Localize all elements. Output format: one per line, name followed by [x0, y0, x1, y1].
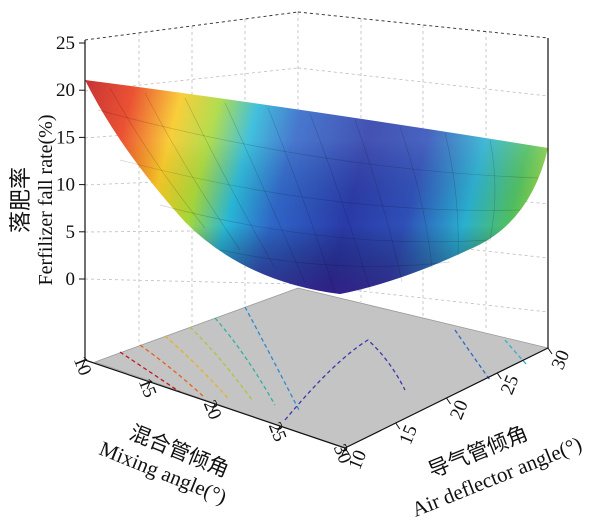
- y-tick-label: 15: [395, 422, 422, 447]
- y-axis-title: 导气管倾角 Air deflector angle(°): [408, 421, 585, 522]
- surface-mesh: [97, 87, 539, 293]
- x-tick-mark: [81, 359, 86, 368]
- y-tick-mark: [446, 397, 451, 405]
- x-tick-mark: [341, 447, 346, 456]
- x-tick-mark: [211, 403, 216, 412]
- z-axis-ticks: 0 5 10 15 20 25: [56, 33, 85, 290]
- y-tick-label: 30: [548, 347, 575, 372]
- z-axis-label-en: Ferfilizer fall rate(%): [35, 114, 57, 285]
- surface-shading: [85, 80, 548, 294]
- z-tick-label: 10: [56, 175, 75, 196]
- y-tick-mark: [547, 347, 553, 355]
- z-tick-label: 25: [56, 33, 75, 54]
- floor-contours: [119, 306, 529, 421]
- z-tick-label: 0: [66, 269, 76, 290]
- z-axis-title: 落肥率 Ferfilizer fall rate(%): [8, 114, 57, 285]
- y-tick-mark: [395, 422, 401, 430]
- response-surface: [85, 80, 548, 294]
- z-tick-label: 5: [66, 222, 76, 243]
- floor-plane: [93, 287, 550, 449]
- z-tick-label: 15: [56, 127, 75, 148]
- z-tick-label: 20: [56, 80, 75, 101]
- x-tick-mark: [146, 381, 151, 390]
- y-tick-mark: [496, 372, 502, 380]
- y-tick-label: 20: [446, 397, 473, 422]
- x-tick-mark: [276, 425, 281, 434]
- y-tick-label: 25: [497, 372, 524, 397]
- y-tick-mark: [344, 447, 350, 455]
- x-axis-title: 混合管倾角 Mixing angle(°): [96, 420, 232, 509]
- z-axis-label-cn: 落肥率: [8, 167, 33, 233]
